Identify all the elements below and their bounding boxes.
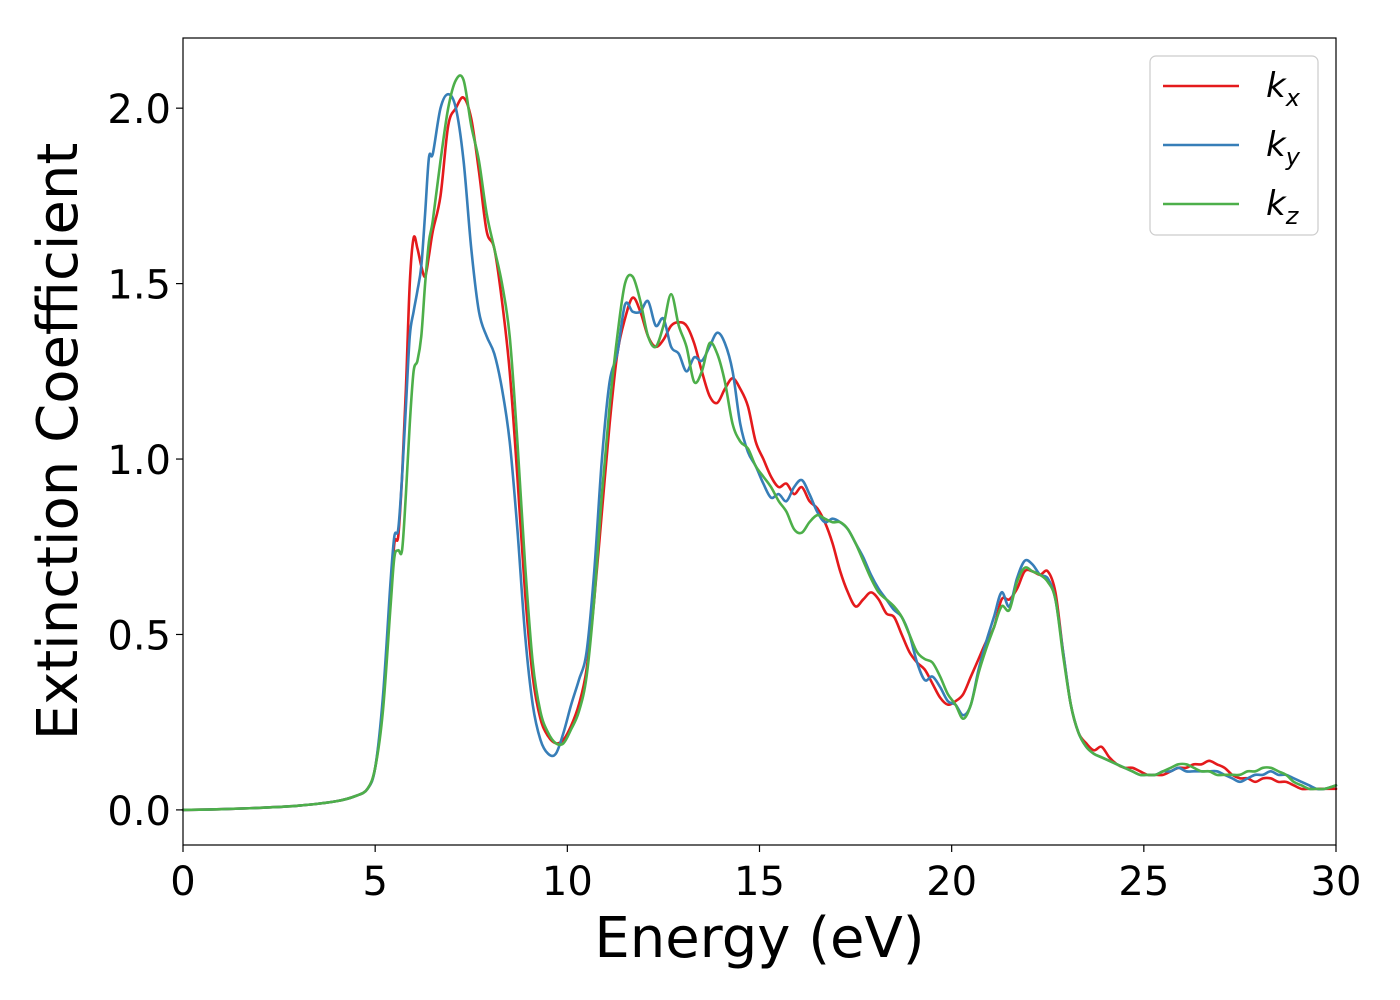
x-tick-label: 5 <box>362 859 387 905</box>
series-line-z <box>181 74 1338 812</box>
x-tick-label: 30 <box>1311 859 1362 905</box>
legend-label-z: kz <box>1266 184 1300 230</box>
x-axis-label: Energy (eV) <box>594 906 924 971</box>
legend-label-main: k <box>1266 184 1287 224</box>
legend-label-x: kx <box>1266 66 1301 112</box>
y-tick-label: 1.5 <box>107 263 171 309</box>
legend-label-main: k <box>1266 125 1287 165</box>
y-tick-label: 0.0 <box>107 789 171 835</box>
x-tick-label: 10 <box>542 859 593 905</box>
legend-label-subscript: x <box>1285 84 1301 112</box>
legend-label-y: ky <box>1266 125 1301 171</box>
legend-label-subscript: z <box>1285 202 1300 230</box>
x-tick-label: 20 <box>926 859 977 905</box>
x-tick-label: 0 <box>170 859 195 905</box>
legend-label-subscript: y <box>1285 143 1301 171</box>
series-layer <box>181 74 1338 812</box>
y-tick-label: 2.0 <box>107 87 171 133</box>
y-axis-label: Extinction Coefficient <box>26 143 91 741</box>
legend-label-main: k <box>1266 66 1287 106</box>
x-tick-label: 25 <box>1118 859 1169 905</box>
x-axis-ticks: 0 5 10 15 20 25 30 <box>170 845 1361 905</box>
y-axis-ticks: 0.0 0.5 1.0 1.5 2.0 <box>107 87 183 835</box>
y-tick-label: 1.0 <box>107 438 171 484</box>
x-tick-label: 15 <box>734 859 785 905</box>
y-tick-label: 0.5 <box>107 613 171 659</box>
